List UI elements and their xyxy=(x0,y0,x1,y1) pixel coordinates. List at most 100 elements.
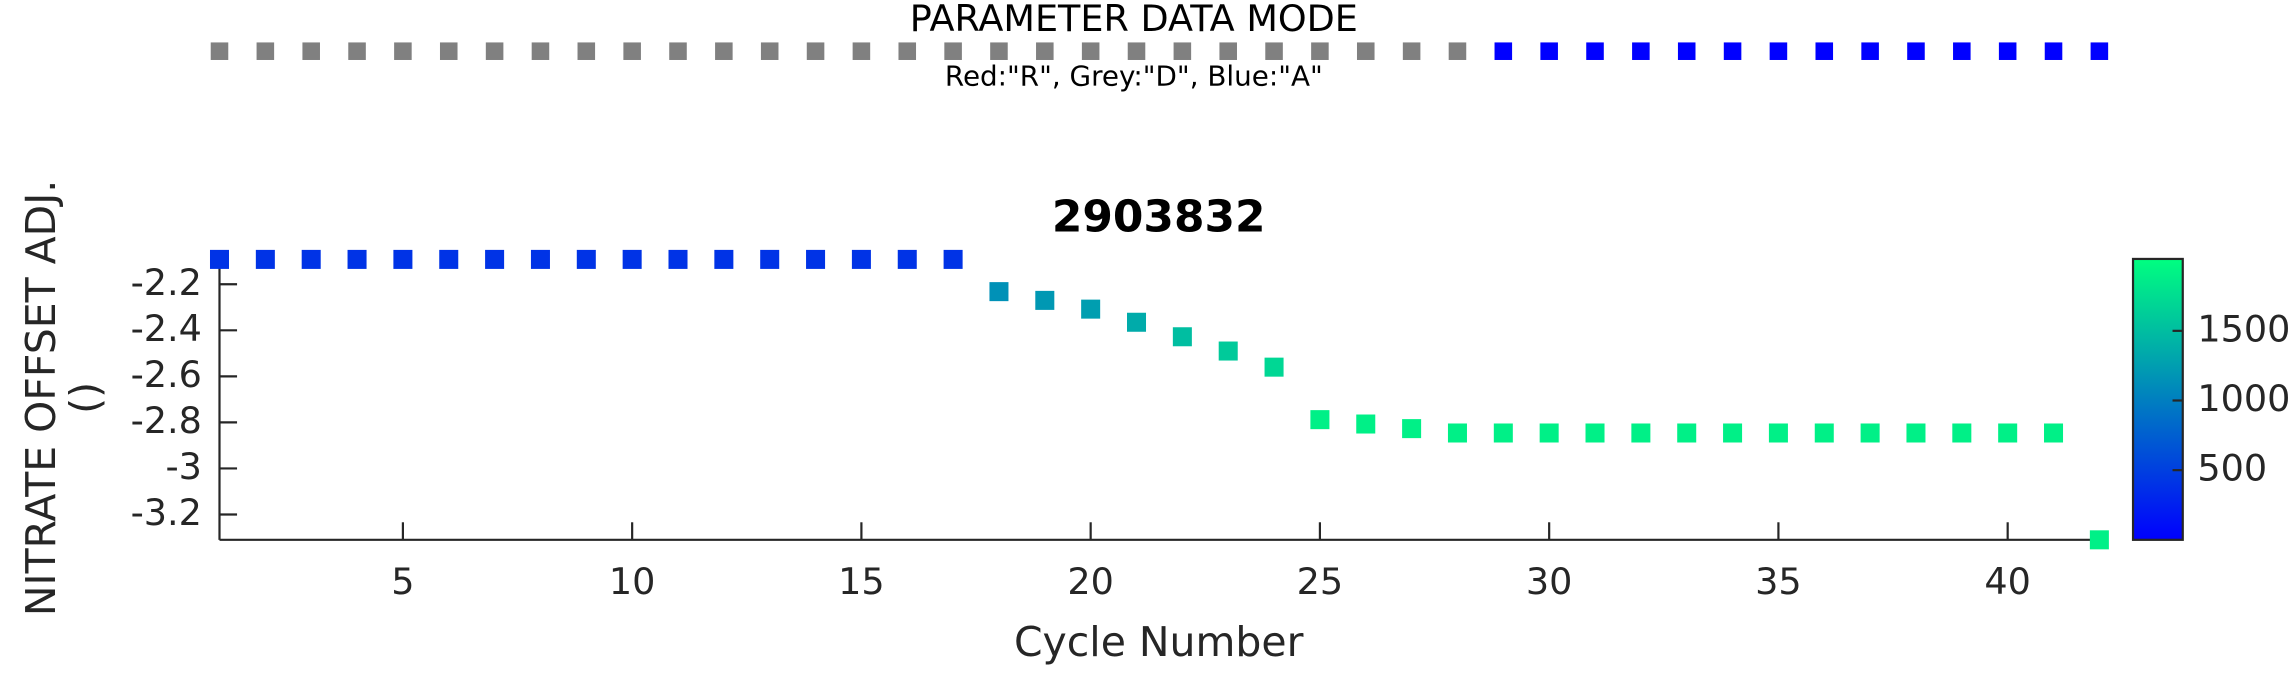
data-point xyxy=(1952,423,1972,443)
data-point xyxy=(1860,423,1880,443)
mode-marker xyxy=(577,42,596,60)
data-point xyxy=(897,249,917,269)
data-point xyxy=(1127,312,1147,332)
mode-marker xyxy=(531,42,550,60)
data-point xyxy=(668,249,688,269)
data-point xyxy=(714,249,734,269)
mode-marker xyxy=(715,42,733,60)
mode-marker xyxy=(852,42,871,60)
colorbar-tick-label: 1000 xyxy=(2197,377,2290,420)
data-point xyxy=(1035,290,1055,310)
data-point xyxy=(1264,357,1284,377)
mode-marker xyxy=(1265,42,1283,60)
data-point xyxy=(1585,423,1605,443)
data-point xyxy=(1631,423,1651,443)
data-point xyxy=(1356,414,1376,434)
mode-marker xyxy=(2044,42,2063,60)
mode-marker xyxy=(210,42,229,60)
mode-marker xyxy=(1540,42,1558,60)
data-point xyxy=(1768,423,1788,443)
mode-marker xyxy=(760,42,779,60)
mode-marker xyxy=(1127,42,1146,60)
mode-subtitle: Red:"R", Grey:"D", Blue:"A" xyxy=(945,60,1323,93)
mode-marker xyxy=(1998,42,2017,60)
data-point xyxy=(1447,423,1467,443)
data-point xyxy=(1172,327,1192,347)
colorbar xyxy=(2131,257,2184,541)
mode-marker xyxy=(394,42,412,60)
mode-marker xyxy=(1677,42,1696,60)
mode-marker xyxy=(944,42,962,60)
mode-marker xyxy=(439,42,458,60)
data-point xyxy=(347,249,367,269)
data-point xyxy=(1723,423,1743,443)
y-tick-label: -2.8 xyxy=(131,399,202,442)
chart-title: 2903832 xyxy=(1052,191,1266,242)
data-point xyxy=(1677,423,1697,443)
mode-marker xyxy=(1907,42,1925,60)
y-tick-label: -3 xyxy=(165,445,201,488)
mode-marker xyxy=(1036,42,1054,60)
x-tick-label: 30 xyxy=(1526,560,1573,603)
mode-marker xyxy=(1723,42,1742,60)
mode-marker xyxy=(1953,42,1971,60)
mode-marker xyxy=(1402,42,1421,60)
data-point xyxy=(1218,341,1238,361)
y-tick-label: -2.2 xyxy=(131,261,202,304)
data-point xyxy=(393,249,413,269)
data-point xyxy=(989,282,1009,302)
data-point xyxy=(530,249,550,269)
mode-marker xyxy=(669,42,687,60)
mode-marker xyxy=(898,42,917,60)
mode-marker xyxy=(348,42,366,60)
data-point xyxy=(1998,423,2018,443)
mode-marker xyxy=(485,42,504,60)
colorbar-tick-label: 500 xyxy=(2197,447,2267,490)
y-tick-label: -2.4 xyxy=(131,307,202,350)
x-axis-label: Cycle Number xyxy=(1014,618,1304,666)
y-axis-label: NITRATE OFFSET ADJ. xyxy=(17,180,65,616)
data-point xyxy=(301,249,321,269)
data-point xyxy=(1081,299,1101,319)
data-point xyxy=(1310,410,1330,430)
data-point xyxy=(255,249,275,269)
mode-marker xyxy=(1219,42,1237,60)
data-point xyxy=(760,249,780,269)
data-point xyxy=(2089,530,2109,550)
data-point xyxy=(485,249,505,269)
x-tick-label: 5 xyxy=(391,560,414,603)
y-tick-label: -2.6 xyxy=(131,353,202,396)
x-tick-label: 10 xyxy=(609,560,656,603)
y-axis-label: () xyxy=(61,382,109,414)
mode-marker xyxy=(256,42,275,60)
mode-marker xyxy=(1173,42,1192,60)
data-point xyxy=(209,249,230,269)
x-tick-label: 25 xyxy=(1297,560,1344,603)
data-point xyxy=(622,249,642,269)
data-point xyxy=(2044,423,2064,443)
colorbar-tick-label: 1500 xyxy=(2197,307,2290,350)
mode-title: PARAMETER DATA MODE xyxy=(910,0,1358,40)
data-point xyxy=(851,249,871,269)
data-point xyxy=(1402,419,1422,439)
x-tick-label: 15 xyxy=(838,560,885,603)
mode-marker xyxy=(2090,42,2109,60)
mode-marker xyxy=(1081,42,1100,60)
x-tick-label: 40 xyxy=(1984,560,2031,603)
mode-marker xyxy=(623,42,641,60)
mode-marker xyxy=(1815,42,1834,60)
data-point xyxy=(576,249,596,269)
data-point xyxy=(439,249,459,269)
mode-marker xyxy=(1448,42,1467,60)
data-point xyxy=(1493,423,1513,443)
mode-marker xyxy=(1769,42,1788,60)
mode-marker xyxy=(806,42,825,60)
mode-marker xyxy=(1494,42,1513,60)
mode-marker xyxy=(1632,42,1650,60)
mode-marker xyxy=(302,42,320,60)
y-tick-label: -3.2 xyxy=(131,491,202,534)
mode-marker xyxy=(1586,42,1604,60)
data-point xyxy=(943,249,963,269)
